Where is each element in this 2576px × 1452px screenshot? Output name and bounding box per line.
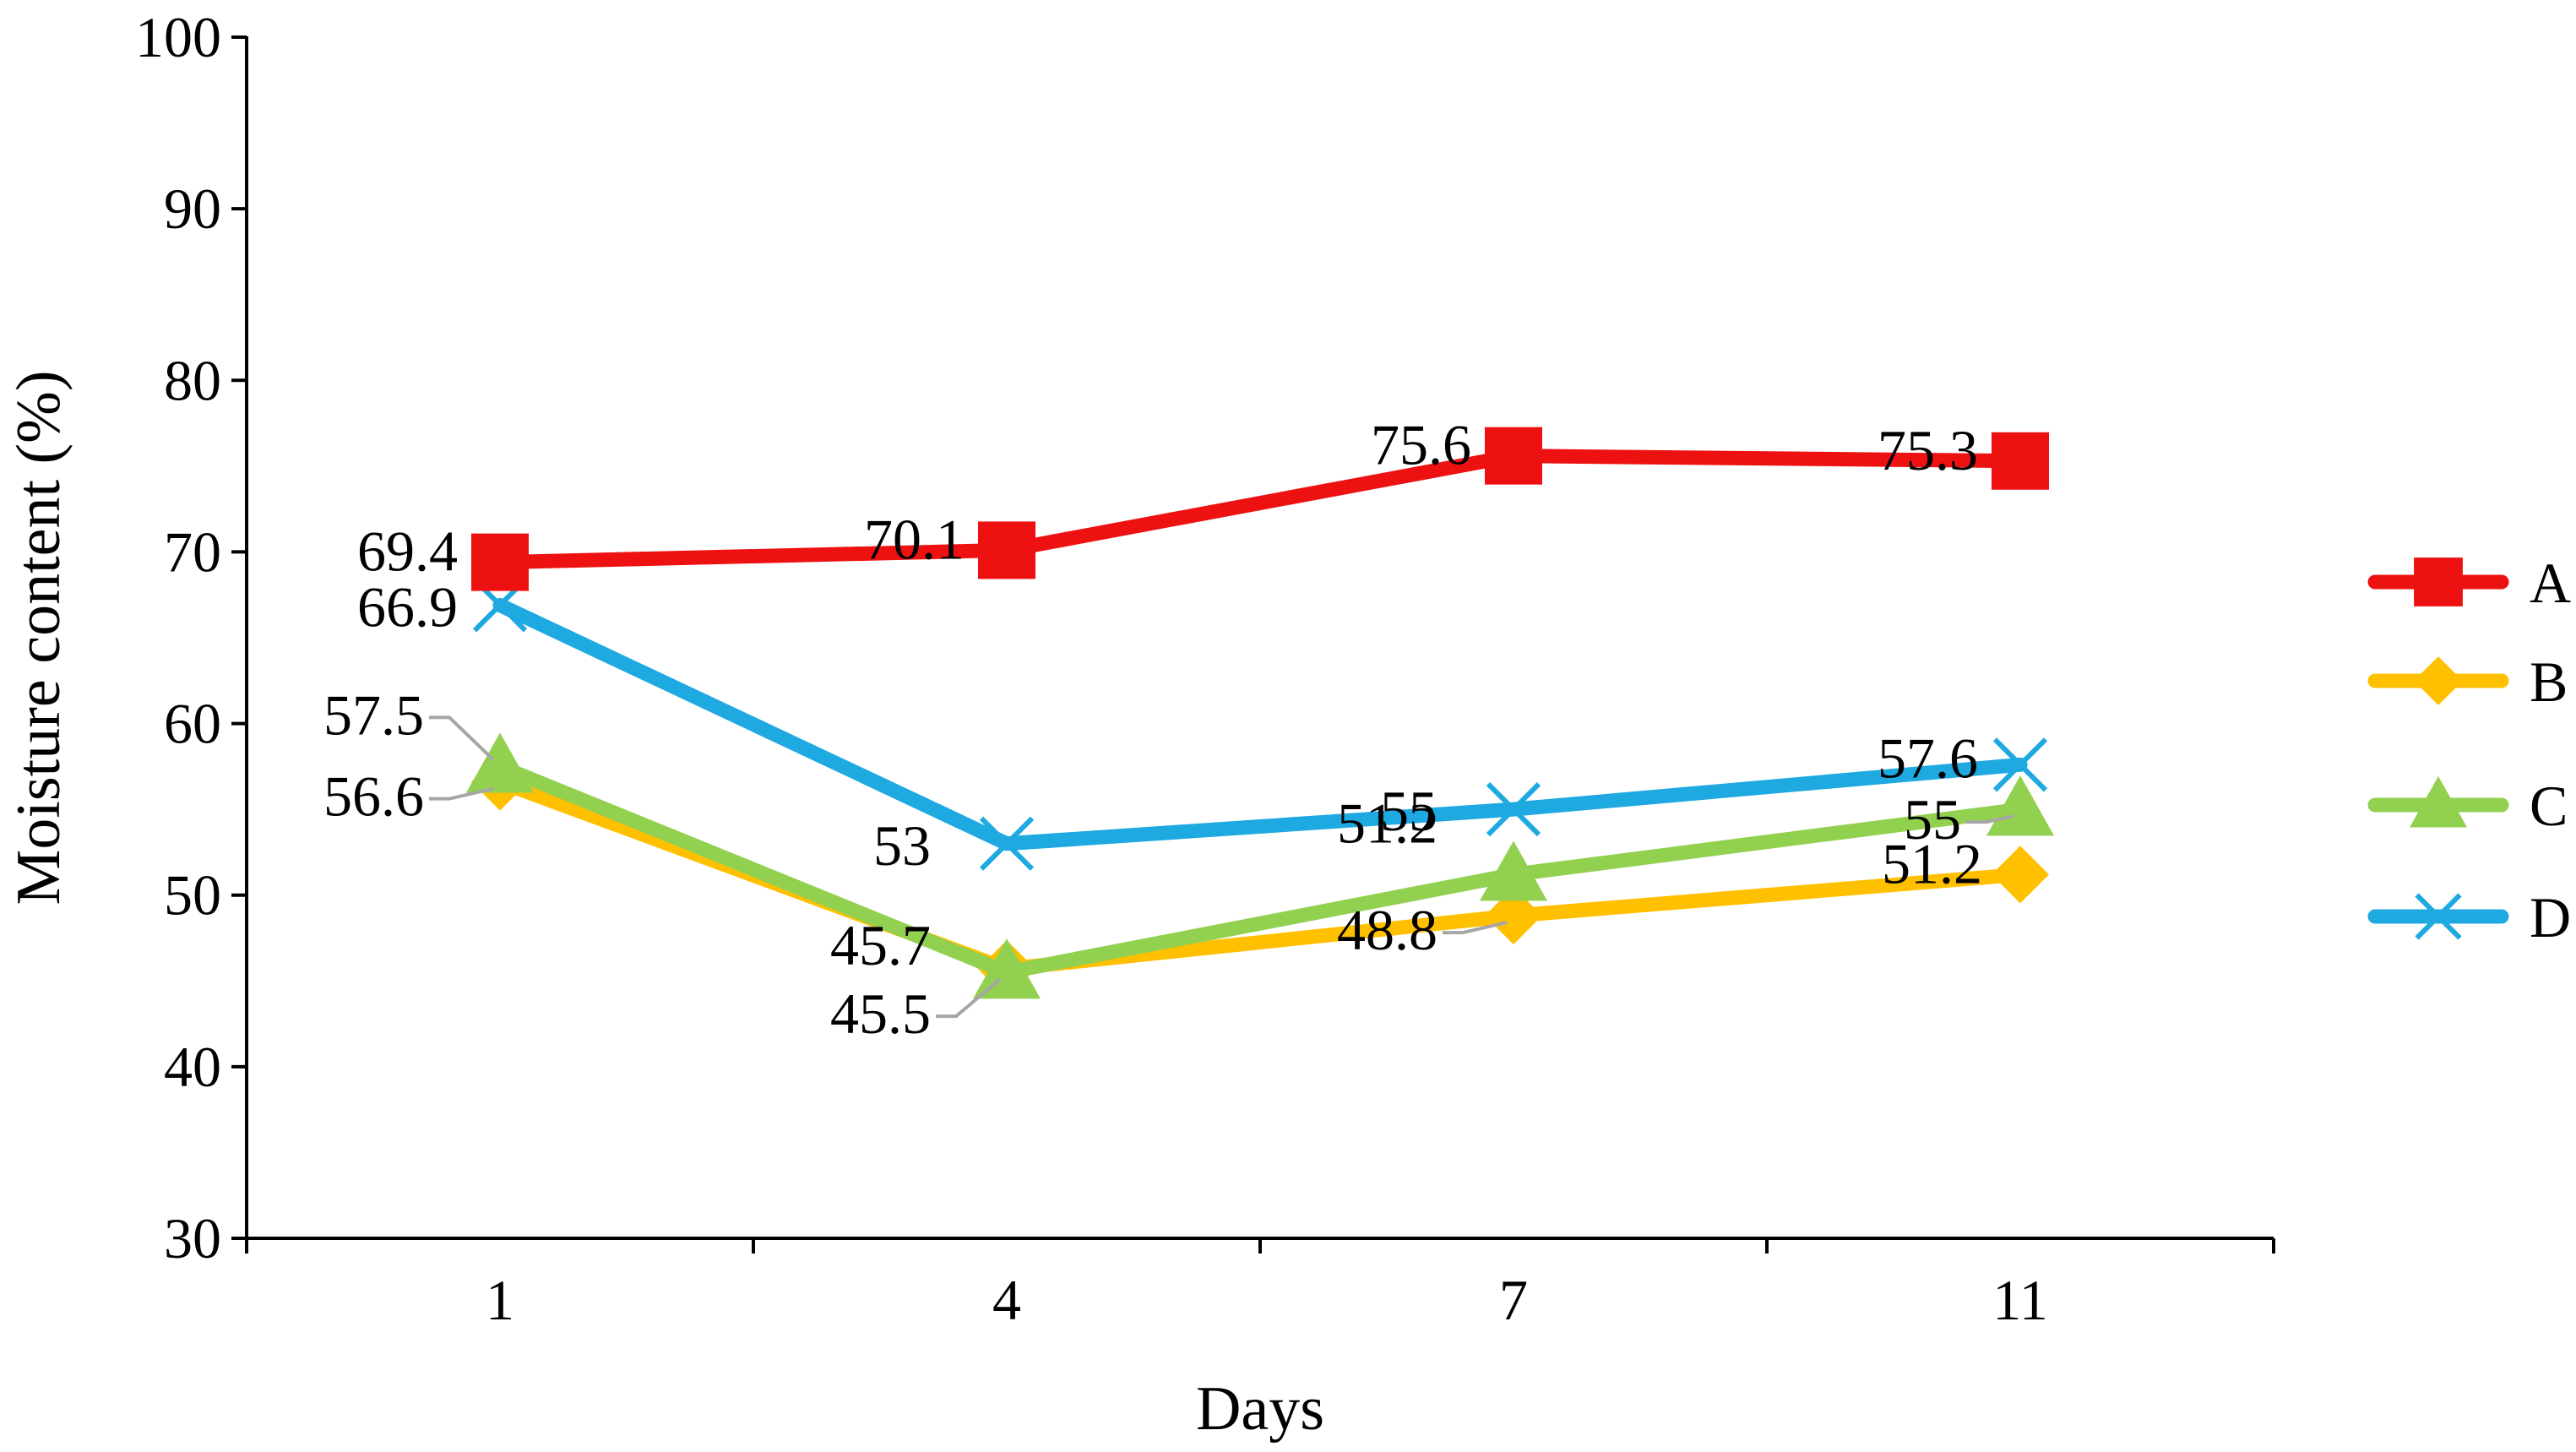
data-label-D: 55	[1380, 779, 1437, 843]
data-label-A: 75.3	[1878, 418, 1978, 482]
legend-marker-icon	[2415, 893, 2462, 940]
y-tick-label: 50	[164, 863, 221, 927]
data-point-A	[1992, 432, 2049, 490]
y-tick-label: 70	[164, 519, 221, 584]
data-label-C: 51.2	[1337, 791, 1437, 855]
data-point-A	[978, 521, 1035, 579]
data-label-C: 45.5	[830, 982, 931, 1046]
series-line-D	[492, 597, 2028, 851]
legend-item-A: A	[2367, 551, 2571, 615]
label-leader-line	[1443, 921, 1508, 935]
y-tick-label: 90	[164, 177, 221, 241]
series-line-C	[492, 759, 2028, 980]
legend-label: D	[2530, 885, 2571, 949]
data-point-A	[1485, 427, 1542, 485]
series-D	[472, 578, 2048, 871]
legend-item-B: B	[2367, 650, 2568, 714]
legend-label: B	[2530, 650, 2568, 714]
data-label-B: 56.6	[323, 764, 424, 829]
label-leader-line	[1966, 814, 2014, 824]
series-C	[466, 732, 2054, 999]
data-point-B	[1992, 846, 2049, 904]
x-tick-label: 1	[486, 1268, 514, 1332]
data-label-B: 48.8	[1337, 898, 1437, 962]
data-label-B: 51.2	[1882, 831, 1982, 895]
series-A	[471, 427, 2049, 591]
data-label-B: 45.7	[830, 913, 931, 977]
data-point-C	[1986, 775, 2054, 836]
y-tick-label: 30	[164, 1206, 221, 1270]
legend-marker-icon	[2410, 776, 2467, 828]
axes-layer: 30 40 50 60 70 80 90 100 1 4 7 11	[135, 5, 2275, 1332]
y-tick-label: 100	[135, 5, 221, 69]
data-point-B	[1485, 887, 1542, 945]
legend-marker-icon	[2414, 656, 2463, 705]
data-label-D: 57.6	[1878, 726, 1978, 790]
series-layer	[466, 427, 2054, 999]
data-point-D	[1992, 737, 2048, 792]
data-label-C: 57.5	[323, 682, 424, 747]
data-label-C: 55	[1904, 787, 1961, 851]
data-point-C	[466, 732, 534, 793]
legend-item-C: C	[2367, 774, 2568, 838]
series-line-B	[492, 775, 2028, 976]
y-tick-label: 40	[164, 1035, 221, 1099]
legend-marker-icon	[2414, 557, 2463, 606]
y-axis-title: Moisture content (%)	[4, 371, 73, 905]
legend-item-D: D	[2367, 885, 2571, 949]
x-tick-label: 11	[1992, 1268, 2047, 1332]
series-line-A	[492, 449, 2028, 570]
data-point-A	[471, 533, 529, 591]
legend-label: A	[2530, 551, 2571, 615]
x-tick-label: 4	[992, 1268, 1021, 1332]
data-label-A: 69.4	[357, 519, 458, 584]
label-leader-line	[429, 786, 494, 801]
x-tick-label: 7	[1499, 1268, 1528, 1332]
x-axis-title: Days	[1196, 1374, 1324, 1444]
label-leader-line	[429, 715, 495, 761]
data-labels-layer: 69.4 70.1 75.6 75.3 56.6 45.7 48.8 51.2 57.5 45.5…	[323, 413, 2014, 1046]
data-label-A: 75.6	[1371, 413, 1471, 477]
y-tick-label: 60	[164, 692, 221, 756]
data-label-D: 66.9	[357, 574, 458, 639]
y-tick-label: 80	[164, 348, 221, 412]
data-point-C	[1480, 840, 1547, 901]
data-point-D	[979, 816, 1035, 871]
data-point-C	[973, 938, 1041, 999]
data-label-D: 53	[873, 813, 931, 878]
label-leader-line	[936, 977, 1002, 1019]
data-point-D	[1486, 782, 1541, 837]
legend-label: C	[2530, 774, 2568, 838]
data-label-A: 70.1	[864, 507, 965, 571]
